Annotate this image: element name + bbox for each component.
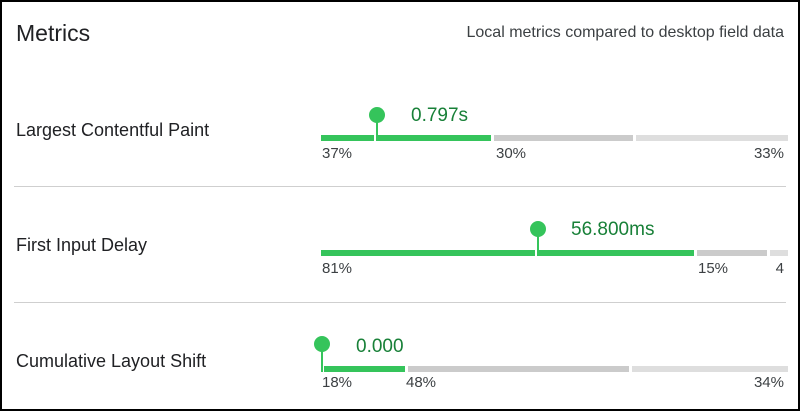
row-divider <box>14 302 786 303</box>
metric-value: 0.797s <box>411 105 469 126</box>
metric-value: 56.800ms <box>571 219 655 240</box>
pct-good: 37% <box>322 145 353 162</box>
pct-needs-improvement: 15% <box>698 260 729 277</box>
value-marker-stem <box>321 350 323 372</box>
pct-poor: 4 <box>775 260 784 277</box>
bar-poor-segment <box>632 366 788 372</box>
metric-row-fid: First Input Delay 56.800ms 81% 15% 4 <box>14 188 788 302</box>
bar-needs-improvement-segment <box>408 366 629 372</box>
metric-row-cls: Cumulative Layout Shift 0.000 18% 48% 34… <box>14 304 788 408</box>
value-marker-stem <box>376 122 378 141</box>
pct-needs-improvement: 30% <box>496 145 527 162</box>
bar-poor-segment <box>770 250 788 256</box>
metric-row-lcp: Largest Contentful Paint 0.797s 37% 30% … <box>14 82 788 186</box>
marker-gap <box>535 250 538 256</box>
bar-needs-improvement-segment <box>697 250 767 256</box>
value-marker-dot <box>530 221 546 237</box>
bar-needs-improvement-segment <box>494 135 633 141</box>
pct-good: 81% <box>322 260 353 277</box>
marker-gap <box>374 135 377 141</box>
metric-value: 0.000 <box>356 336 404 357</box>
bar-good-segment <box>321 250 694 256</box>
metric-label: First Input Delay <box>16 235 148 255</box>
bar-good-segment <box>321 135 491 141</box>
value-marker-dot <box>369 107 385 123</box>
metrics-subtitle: Local metrics compared to desktop field … <box>466 24 785 41</box>
metric-label: Cumulative Layout Shift <box>16 351 207 371</box>
row-divider <box>14 186 786 187</box>
pct-needs-improvement: 48% <box>406 374 437 391</box>
metrics-header: Metrics Local metrics compared to deskto… <box>2 2 798 72</box>
pct-good: 18% <box>322 374 353 391</box>
value-marker-stem <box>537 236 539 256</box>
bar-good-segment <box>324 366 405 372</box>
page-title: Metrics <box>16 20 91 46</box>
pct-poor: 33% <box>753 145 784 162</box>
metric-label: Largest Contentful Paint <box>16 120 210 140</box>
bar-poor-segment <box>636 135 788 141</box>
pct-poor: 34% <box>753 374 784 391</box>
value-marker-dot <box>314 336 330 352</box>
